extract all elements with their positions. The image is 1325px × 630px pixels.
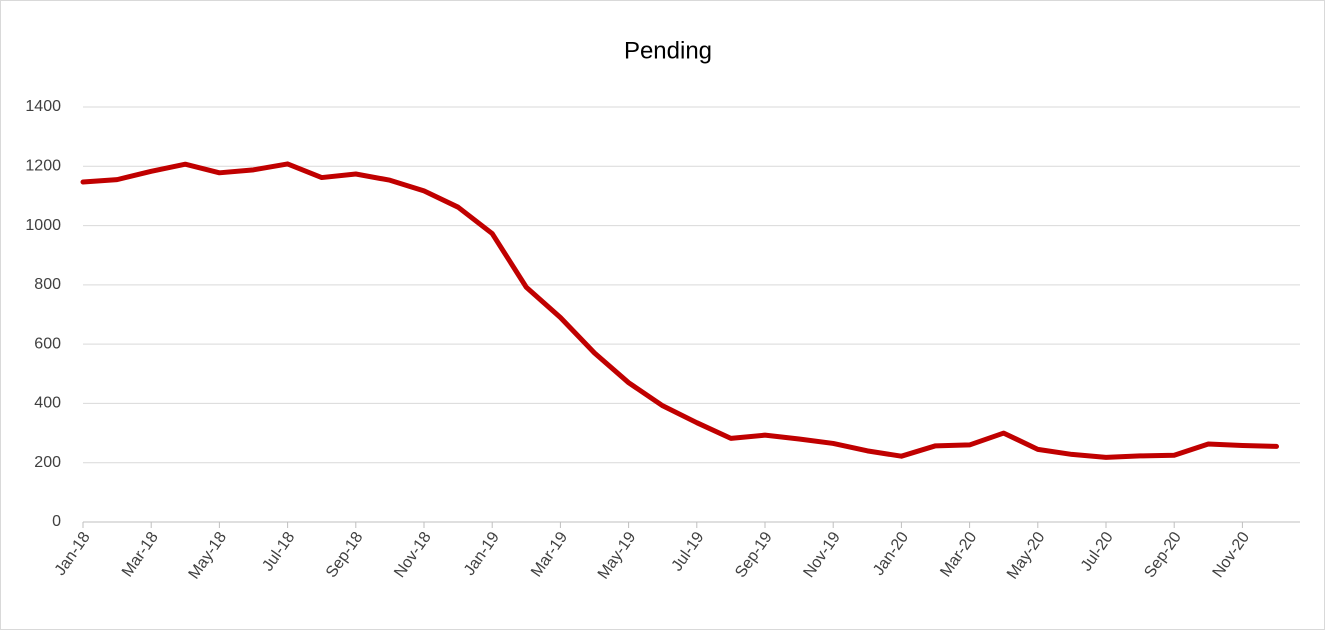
chart-title: Pending xyxy=(624,37,712,64)
y-tick-label: 0 xyxy=(52,513,61,530)
y-tick-label: 200 xyxy=(34,454,61,471)
y-tick-label: 800 xyxy=(34,276,61,293)
y-tick-label: 1400 xyxy=(25,98,61,115)
y-tick-label: 1000 xyxy=(25,217,61,234)
y-tick-label: 400 xyxy=(34,395,61,412)
y-tick-label: 1200 xyxy=(25,158,61,175)
line-series xyxy=(80,161,1279,460)
y-tick-label: 600 xyxy=(34,335,61,352)
